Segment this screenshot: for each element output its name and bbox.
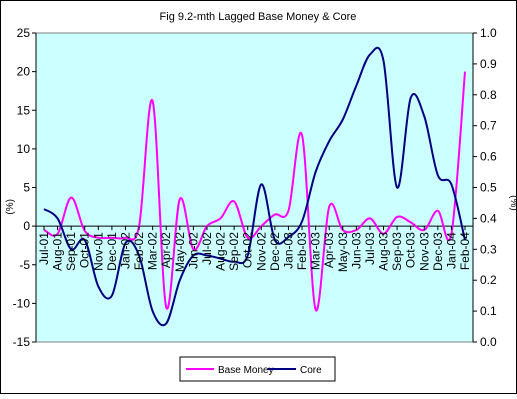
left-axis-tick-label: -5 — [19, 258, 30, 272]
core-series-line — [43, 46, 466, 327]
x-axis-tick-label: Dec-01 — [105, 232, 119, 271]
x-axis-tick-label: Oct-03 — [404, 232, 418, 268]
x-axis-tick-label: Sep-03 — [390, 232, 404, 271]
x-axis-tick-label: Jun-02 — [186, 232, 200, 269]
right-y-axis: 0.0 0.1 0.2 0.3 0.4 0.5 0.6 0.7 0.8 0.9 1.0 — [472, 26, 497, 349]
left-axis-tick-label: -15 — [13, 335, 31, 349]
x-axis-tick-label: Feb-04 — [458, 232, 472, 270]
left-axis-tick-label: 0 — [23, 219, 30, 233]
right-axis-tick-label: 0.3 — [480, 242, 497, 256]
left-axis-tick-label: -10 — [13, 296, 31, 310]
x-axis-tick-label: Jun-03 — [349, 232, 363, 269]
x-axis-tick-label: May-03 — [336, 232, 350, 272]
x-axis-tick-label: Mar-03 — [309, 232, 323, 270]
x-axis-tick-label: Jan-04 — [444, 232, 458, 269]
left-axis-tick-label: 25 — [17, 26, 31, 40]
x-axis-tick-label: Mar-02 — [146, 232, 160, 270]
x-axis-tick-label: Sep-01 — [64, 232, 78, 271]
core-legend-label: Core — [300, 365, 322, 376]
series-layer — [43, 46, 466, 327]
x-axis-tick-label: Oct-02 — [241, 232, 255, 268]
legend: Base Money Core — [179, 356, 336, 382]
right-axis-tick-label: 0.2 — [480, 273, 497, 287]
x-axis-tick-label: Dec-02 — [268, 232, 282, 271]
x-axis-tick-label: Jan-03 — [281, 232, 295, 269]
x-axis-tick-label: Apr-03 — [322, 232, 336, 268]
x-axis-tick-label: Apr-02 — [159, 232, 173, 268]
chart-title: Fig 9.2-mth Lagged Base Money & Core — [160, 11, 357, 23]
x-axis-tick-label: Jul-02 — [200, 232, 214, 265]
x-axis-tick-label: Aug-01 — [51, 232, 65, 271]
x-axis-tick-label: Feb-02 — [132, 232, 146, 270]
x-axis-tick-label: May-02 — [173, 232, 187, 272]
right-axis-tick-label: 0.0 — [480, 335, 497, 349]
left-axis-tick-label: 10 — [17, 142, 31, 156]
right-axis-tick-label: 0.5 — [480, 181, 497, 195]
left-axis-tick-label: 5 — [23, 181, 30, 195]
base-money-legend-label: Base Money — [218, 365, 274, 376]
x-axis-tick-label: Nov-01 — [91, 232, 105, 271]
left-axis-tick-label: 20 — [17, 65, 31, 79]
right-axis-tick-label: 0.7 — [480, 119, 497, 133]
x-axis-tick-label: Nov-02 — [254, 232, 268, 271]
right-axis-tick-label: 1.0 — [480, 26, 497, 40]
left-y-axis-label: (%) — [5, 199, 16, 215]
x-axis-tick-label: Jul-01 — [37, 232, 51, 265]
x-axis-tick-label: Sep-02 — [227, 232, 241, 271]
right-y-axis-label: (%) — [508, 195, 517, 211]
right-axis-tick-label: 0.9 — [480, 57, 497, 71]
right-axis-tick-label: 0.4 — [480, 211, 497, 225]
x-axis-tick-label: Nov-03 — [417, 232, 431, 271]
x-axis-tick-label: Feb-03 — [295, 232, 309, 270]
x-axis-tick-label: Oct-01 — [78, 232, 92, 268]
left-y-axis: -15 -10 -5 0 5 10 15 20 25 — [13, 26, 37, 349]
x-axis-tick-label: Dec-03 — [431, 232, 445, 271]
x-axis-tick-label: Aug-02 — [214, 232, 228, 271]
x-axis-tick-label: Aug-03 — [377, 232, 391, 271]
right-axis-tick-label: 0.8 — [480, 88, 497, 102]
left-axis-tick-label: 15 — [17, 103, 31, 117]
right-axis-tick-label: 0.6 — [480, 150, 497, 164]
x-axis-tick-label: Jan-02 — [118, 232, 132, 269]
right-axis-tick-label: 0.1 — [480, 304, 497, 318]
x-axis-tick-label: Jul-03 — [363, 232, 377, 265]
x-axis-tick-labels: Jul-01 Aug-01 Sep-01 Oct-01 Nov-01 Dec-01 Jan-… — [37, 226, 472, 272]
plot-area — [35, 32, 474, 343]
base-money-series-line — [43, 71, 466, 312]
